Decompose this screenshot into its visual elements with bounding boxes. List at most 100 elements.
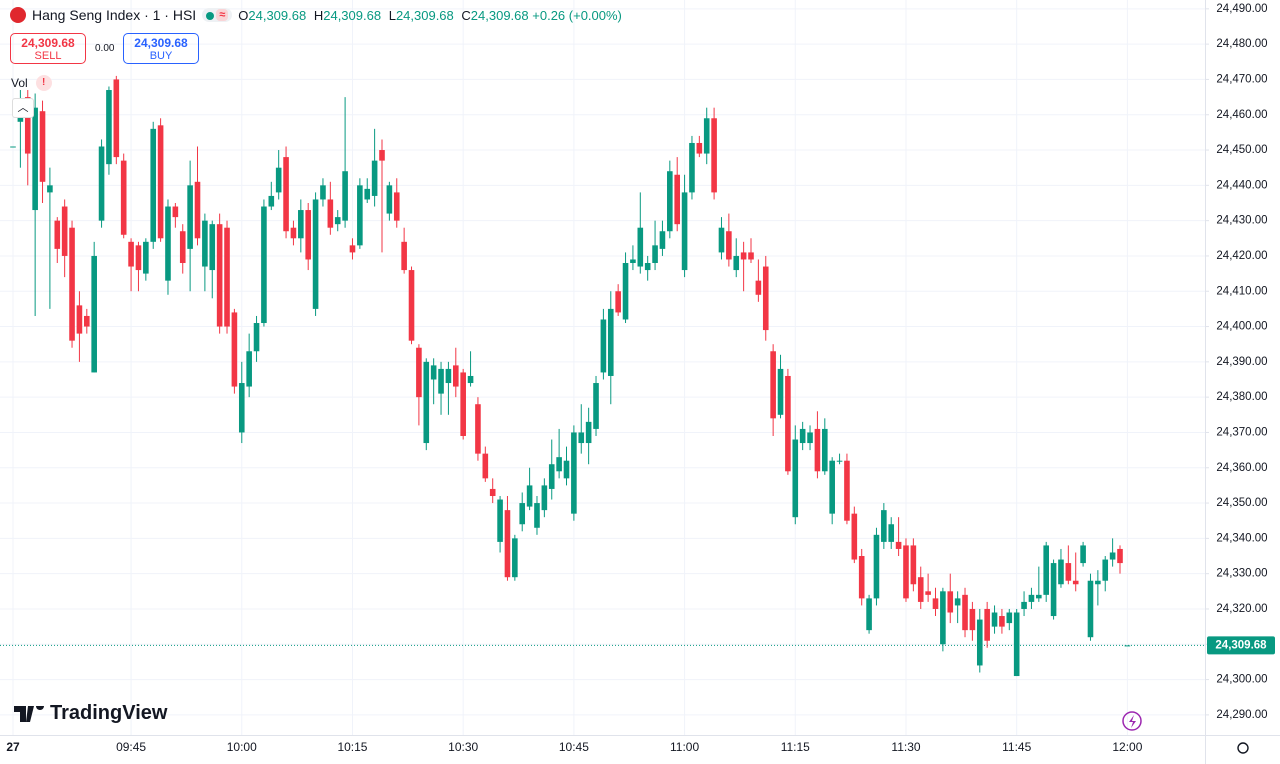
candle-body <box>615 291 621 313</box>
candle-body <box>143 241 149 274</box>
x-tick-label: 11:15 <box>781 740 810 754</box>
alert-icon <box>1122 711 1142 731</box>
candle-body <box>1013 612 1020 677</box>
candle-body <box>482 453 489 479</box>
candle-body <box>548 464 555 489</box>
ohlc-legend: O24,309.68 H24,309.68 L24,309.68 C24,309… <box>238 8 622 23</box>
y-tick-label: 24,410.00 <box>1216 285 1267 297</box>
candle-body <box>954 598 961 606</box>
candle-body <box>541 485 548 511</box>
y-tick-label: 24,300.00 <box>1216 674 1267 686</box>
candle-body <box>844 460 850 521</box>
candle-body <box>401 241 407 271</box>
symbol-title[interactable]: Hang Seng Index · 1 · HSI <box>32 7 197 23</box>
market-status <box>206 12 215 20</box>
candle-body <box>748 252 754 260</box>
y-tick-label: 24,470.00 <box>1216 73 1267 85</box>
candle-body <box>216 224 223 327</box>
candle-body <box>1058 559 1064 585</box>
candle-body <box>526 485 533 507</box>
candle-body <box>1080 545 1086 564</box>
candle-body <box>733 255 740 271</box>
candle-body <box>674 174 680 225</box>
candle-body <box>947 591 954 613</box>
y-tick-label: 24,290.00 <box>1216 709 1267 721</box>
data-status: ≈ <box>216 9 229 21</box>
candle-body <box>165 206 171 281</box>
candle-body <box>172 206 179 218</box>
candle-body <box>667 171 673 232</box>
candle-body <box>836 460 843 462</box>
status-pill[interactable]: ≈ <box>202 8 233 22</box>
candle-body <box>807 432 813 444</box>
candle-body <box>556 457 562 472</box>
x-tick-label: 10:00 <box>227 740 257 754</box>
candle-body <box>696 142 703 154</box>
sell-price: 24,309.68 <box>21 36 75 50</box>
y-tick-label: 24,370.00 <box>1216 426 1267 438</box>
candle-body <box>320 185 326 200</box>
candle-body <box>895 541 902 549</box>
candle-body <box>962 594 968 631</box>
buy-price: 24,309.68 <box>134 36 188 50</box>
candle-body <box>740 252 747 260</box>
candle-body <box>76 305 83 334</box>
legend-value: 24,309.68 <box>470 7 529 23</box>
candle-body <box>1095 580 1101 585</box>
candle-body <box>504 510 511 578</box>
candle-body <box>851 513 858 560</box>
candle-body <box>194 181 201 239</box>
candle-body <box>829 460 835 514</box>
brand-icon <box>14 705 44 722</box>
brand: TradingView <box>14 702 167 725</box>
buy-button[interactable]: 24,309.68 BUY <box>123 33 199 64</box>
sell-button[interactable]: 24,309.68 SELL <box>10 33 86 64</box>
candle-body <box>917 577 924 602</box>
collapse-button[interactable]: ︿ <box>12 98 34 118</box>
candle-body <box>187 185 193 249</box>
candle-body <box>762 266 769 331</box>
candle-body <box>253 323 260 352</box>
candle-body <box>925 591 931 595</box>
candle-body <box>512 538 518 578</box>
candle-body <box>408 270 415 341</box>
candle-body <box>268 195 275 207</box>
candle-body <box>681 192 688 271</box>
candle-body <box>637 227 644 267</box>
candle-body <box>703 118 710 154</box>
candle-body <box>135 245 142 271</box>
candle-body <box>61 206 68 256</box>
candle-body <box>475 404 481 454</box>
legend-key: O <box>238 7 249 23</box>
candle-body <box>940 591 946 645</box>
candle-body <box>261 206 267 324</box>
candle-body <box>659 231 666 249</box>
candle-body <box>47 185 53 193</box>
x-tick-label: 11:30 <box>891 740 920 754</box>
candle-body <box>1006 612 1013 624</box>
legend-key: C <box>461 7 471 23</box>
candle-body <box>438 368 444 394</box>
candle-body <box>416 347 422 398</box>
candle-body <box>792 439 799 518</box>
volume-alert[interactable]: ! <box>35 75 52 91</box>
settings-icon <box>1237 742 1249 754</box>
candle-body <box>84 315 90 327</box>
candle-body <box>120 160 127 235</box>
candle-body <box>1050 563 1057 617</box>
candle-body <box>932 598 939 609</box>
candle-body <box>777 368 784 415</box>
candle-body <box>209 224 216 271</box>
candle-body <box>593 383 599 429</box>
candle-body <box>364 188 371 200</box>
candle-body <box>445 368 452 384</box>
candle-body <box>379 150 385 161</box>
candle-body <box>976 619 983 666</box>
legend-value: 24,309.68 <box>248 7 307 23</box>
last-price-tag <box>1207 636 1275 655</box>
x-tick-label: 11:45 <box>1002 740 1031 754</box>
candle-body <box>275 167 282 193</box>
candle-body <box>334 217 341 225</box>
